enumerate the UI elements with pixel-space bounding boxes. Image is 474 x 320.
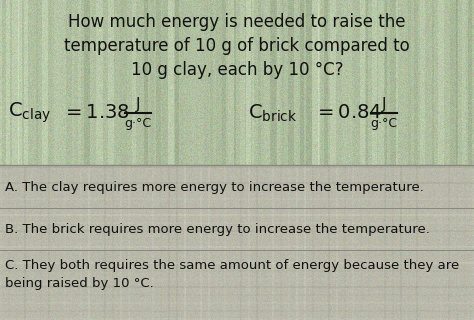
Text: How much energy is needed to raise the: How much energy is needed to raise the (68, 13, 406, 31)
Text: $\mathregular{C_{clay}}$: $\mathregular{C_{clay}}$ (8, 101, 51, 125)
Text: J: J (136, 97, 140, 111)
Text: being raised by 10 °C.: being raised by 10 °C. (5, 277, 154, 291)
Text: $= 0.84$: $= 0.84$ (314, 103, 382, 123)
Text: g·°C: g·°C (371, 117, 398, 131)
Text: C. They both requires the same amount of energy because they are: C. They both requires the same amount of… (5, 259, 459, 271)
Text: 10 g clay, each by 10 °C?: 10 g clay, each by 10 °C? (131, 61, 343, 79)
Text: $\mathregular{C_{brick}}$: $\mathregular{C_{brick}}$ (248, 102, 297, 124)
Text: B. The brick requires more energy to increase the temperature.: B. The brick requires more energy to inc… (5, 222, 430, 236)
Text: A. The clay requires more energy to increase the temperature.: A. The clay requires more energy to incr… (5, 180, 424, 194)
Text: temperature of 10 g of brick compared to: temperature of 10 g of brick compared to (64, 37, 410, 55)
Text: g·°C: g·°C (125, 117, 152, 131)
Text: $= 1.38$: $= 1.38$ (62, 103, 130, 123)
Text: J: J (382, 97, 386, 111)
